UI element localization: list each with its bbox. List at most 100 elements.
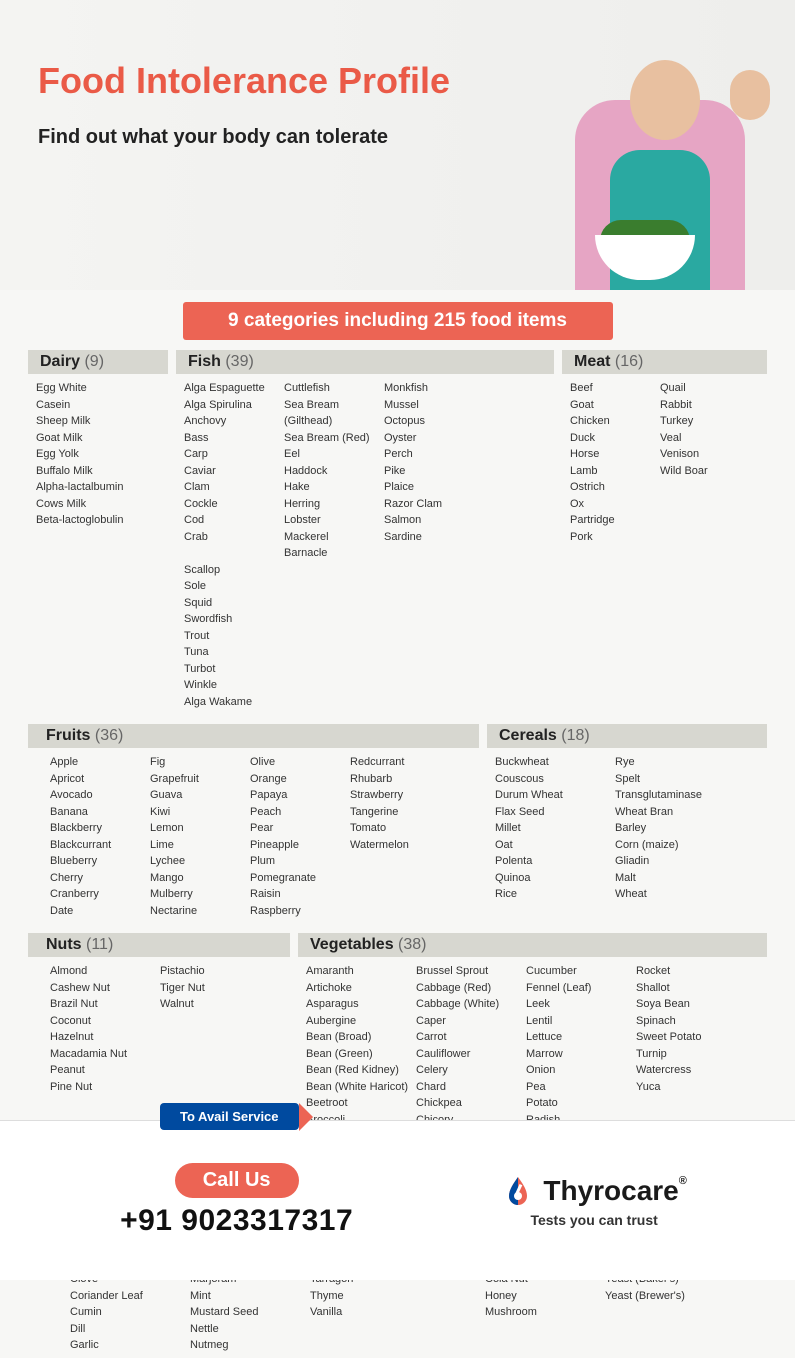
food-item: Cabbage (White) xyxy=(416,996,526,1013)
food-item: Lettuce xyxy=(526,1029,636,1046)
food-item: Nutmeg xyxy=(190,1337,310,1354)
food-item: Couscous xyxy=(495,771,615,788)
food-item: Watermelon xyxy=(350,837,450,854)
food-item: Bass xyxy=(184,430,284,447)
food-item: Pear xyxy=(250,820,350,837)
food-item: Papaya xyxy=(250,787,350,804)
category-items: AppleApricotAvocadoBananaBlackberryBlack… xyxy=(28,754,479,923)
food-item: Leek xyxy=(526,996,636,1013)
food-item: Avocado xyxy=(50,787,150,804)
food-item: Nectarine xyxy=(150,903,250,920)
food-item: Salmon xyxy=(384,512,484,529)
food-item: Ostrich xyxy=(570,479,660,496)
summary-banner: 9 categories including 215 food items xyxy=(183,302,613,340)
food-item: Lychee xyxy=(150,853,250,870)
food-item: Carp xyxy=(184,446,284,463)
food-item: Mussel xyxy=(384,397,484,414)
food-item: Cows Milk xyxy=(36,496,156,513)
food-item: Honey xyxy=(485,1288,605,1305)
food-item: Apricot xyxy=(50,771,150,788)
food-item: Mulberry xyxy=(150,886,250,903)
category-header: Dairy (9) xyxy=(28,350,168,374)
food-item: Cumin xyxy=(70,1304,190,1321)
food-item: Cockle xyxy=(184,496,284,513)
category-items: BuckwheatCouscousDurum WheatFlax SeedMil… xyxy=(487,754,767,907)
call-block: Call Us +91 9023317317 xyxy=(40,1163,433,1238)
food-item: Cuttlefish xyxy=(284,380,384,397)
food-item: Cherry xyxy=(50,870,150,887)
food-item: Lentil xyxy=(526,1013,636,1030)
food-item: Razor Clam xyxy=(384,496,484,513)
food-item: Rabbit xyxy=(660,397,750,414)
food-item: Chard xyxy=(416,1079,526,1096)
category-fruits: Fruits (36)AppleApricotAvocadoBananaBlac… xyxy=(28,724,479,923)
food-item: Fennel (Leaf) xyxy=(526,980,636,997)
food-item: Alpha-lactalbumin xyxy=(36,479,156,496)
food-item: Anchovy xyxy=(184,413,284,430)
food-item: Sweet Potato xyxy=(636,1029,746,1046)
food-item: Spelt xyxy=(615,771,735,788)
food-item: Millet xyxy=(495,820,615,837)
food-item: Horse xyxy=(570,446,660,463)
category-header: Meat (16) xyxy=(562,350,767,374)
food-item: Tiger Nut xyxy=(160,980,270,997)
food-item: Asparagus xyxy=(306,996,416,1013)
food-item: Alga Spirulina xyxy=(184,397,284,414)
food-item: Bean (White Haricot) xyxy=(306,1079,416,1096)
hero-illustration xyxy=(515,40,775,290)
food-item: Winkle xyxy=(184,677,284,694)
brand-logo-icon xyxy=(501,1174,535,1208)
food-item: Beef xyxy=(570,380,660,397)
food-item: Cod xyxy=(184,512,284,529)
food-item: Pike xyxy=(384,463,484,480)
food-item: Chicken xyxy=(570,413,660,430)
food-item: Garlic xyxy=(70,1337,190,1354)
food-item: Pea xyxy=(526,1079,636,1096)
food-item: Brazil Nut xyxy=(50,996,160,1013)
food-item: Fig xyxy=(150,754,250,771)
category-dairy: Dairy (9)Egg WhiteCaseinSheep MilkGoat M… xyxy=(28,350,168,714)
food-item: Cashew Nut xyxy=(50,980,160,997)
food-item: Vanilla xyxy=(310,1304,430,1321)
phone-number[interactable]: +91 9023317317 xyxy=(40,1204,433,1238)
food-item: Macadamia Nut xyxy=(50,1046,160,1063)
food-item: Mackerel xyxy=(284,529,384,546)
food-item: Buckwheat xyxy=(495,754,615,771)
category-header: Nuts (11) xyxy=(28,933,290,957)
food-item: Monkfish xyxy=(384,380,484,397)
category-fish: Fish (39)Alga EspaguetteAlga SpirulinaAn… xyxy=(176,350,554,714)
food-item: Egg Yolk xyxy=(36,446,156,463)
food-item: Bean (Red Kidney) xyxy=(306,1062,416,1079)
food-item: Tangerine xyxy=(350,804,450,821)
food-item: Cranberry xyxy=(50,886,150,903)
food-item: Pork xyxy=(570,529,660,546)
food-item: Clam xyxy=(184,479,284,496)
food-item: Coriander Leaf xyxy=(70,1288,190,1305)
call-us-button[interactable]: Call Us xyxy=(175,1163,299,1198)
food-item: Rice xyxy=(495,886,615,903)
food-item: Apple xyxy=(50,754,150,771)
category-header: Vegetables (38) xyxy=(298,933,767,957)
food-item: Malt xyxy=(615,870,735,887)
food-item: Mustard Seed xyxy=(190,1304,310,1321)
food-item: Amaranth xyxy=(306,963,416,980)
category-header: Fish (39) xyxy=(176,350,554,374)
food-item: Blueberry xyxy=(50,853,150,870)
food-item: Blackberry xyxy=(50,820,150,837)
category-meat: Meat (16)BeefGoatChickenDuckHorseLambOst… xyxy=(562,350,767,714)
food-item: Hazelnut xyxy=(50,1029,160,1046)
food-item: Plum xyxy=(250,853,350,870)
food-item: Duck xyxy=(570,430,660,447)
food-item: Rhubarb xyxy=(350,771,450,788)
footer: To Avail Service Call Us +91 9023317317 … xyxy=(0,1120,795,1280)
food-item: Cucumber xyxy=(526,963,636,980)
food-item: Veal xyxy=(660,430,750,447)
food-item: Olive xyxy=(250,754,350,771)
category-items: AlmondCashew NutBrazil NutCoconutHazelnu… xyxy=(28,963,290,1099)
food-item: Eel xyxy=(284,446,384,463)
food-item: Barnacle xyxy=(284,545,384,562)
food-item: Perch xyxy=(384,446,484,463)
food-item: Pomegranate xyxy=(250,870,350,887)
food-item: Pistachio xyxy=(160,963,270,980)
food-item: Date xyxy=(50,903,150,920)
